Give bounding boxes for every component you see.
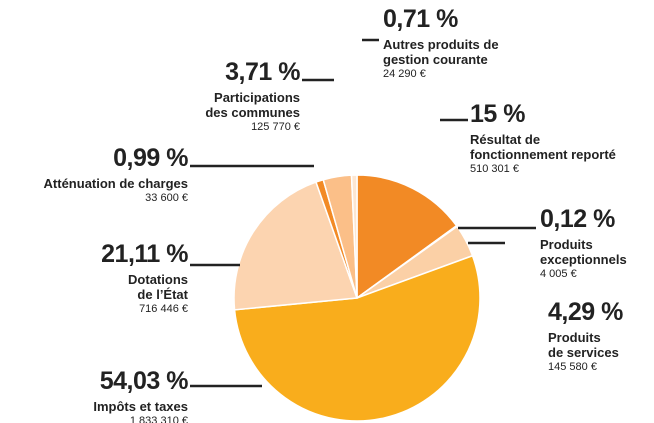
callout: 0,12 % Produits exceptionnels 4 005 € [540, 205, 627, 281]
category-label: Dotations de l’État [128, 272, 188, 302]
pie-slice [356, 174, 458, 300]
value-label: 0,99 % [113, 144, 188, 172]
amount-label: 1 833 310 € [129, 415, 188, 423]
value-label: 54,03 % [99, 367, 189, 395]
category-label: Produits exceptionnels [540, 237, 627, 267]
amount-label: 125 770 € [251, 121, 300, 133]
value-label: 0,12 % [540, 205, 615, 233]
pie-slice [233, 181, 359, 311]
callout: 54,03 % Impôts et taxes 1 833 310 € [93, 367, 188, 423]
amount-label: 145 580 € [548, 361, 597, 373]
pie-slice [350, 174, 358, 299]
callout: 15 % Résultat de fonctionnement reporté 51… [470, 100, 616, 176]
category-label: Atténuation de charges [43, 176, 188, 191]
amount-label: 4 005 € [540, 268, 577, 280]
category-label: Impôts et taxes [93, 399, 188, 414]
callout: 3,71 % Participations des communes 125 770… [205, 58, 300, 134]
callout: 0,99 % Atténuation de charges 33 600 € [43, 144, 189, 205]
amount-label: 510 301 € [470, 163, 519, 175]
category-label: Résultat de fonctionnement reporté [470, 132, 616, 162]
category-label: Produits de services [548, 330, 619, 360]
callout: 0,71 % Autres produits de gestion courant… [383, 5, 499, 81]
value-label: 15 % [470, 100, 525, 128]
callout: 21,11 % Dotations de l’État 716 446 € [101, 240, 188, 316]
category-label: Autres produits de gestion courante [383, 37, 499, 67]
pie-slice [233, 254, 481, 422]
category-label: Participations des communes [205, 90, 300, 120]
amount-label: 716 446 € [139, 303, 188, 315]
amount-label: 33 600 € [145, 192, 188, 204]
value-label: 0,71 % [383, 5, 458, 33]
amount-label: 24 290 € [383, 68, 426, 80]
value-label: 4,29 % [548, 298, 623, 326]
value-label: 3,71 % [225, 58, 300, 86]
value-label: 21,11 % [101, 240, 188, 268]
callout: 4,29 % Produits de services 145 580 € [548, 298, 623, 374]
